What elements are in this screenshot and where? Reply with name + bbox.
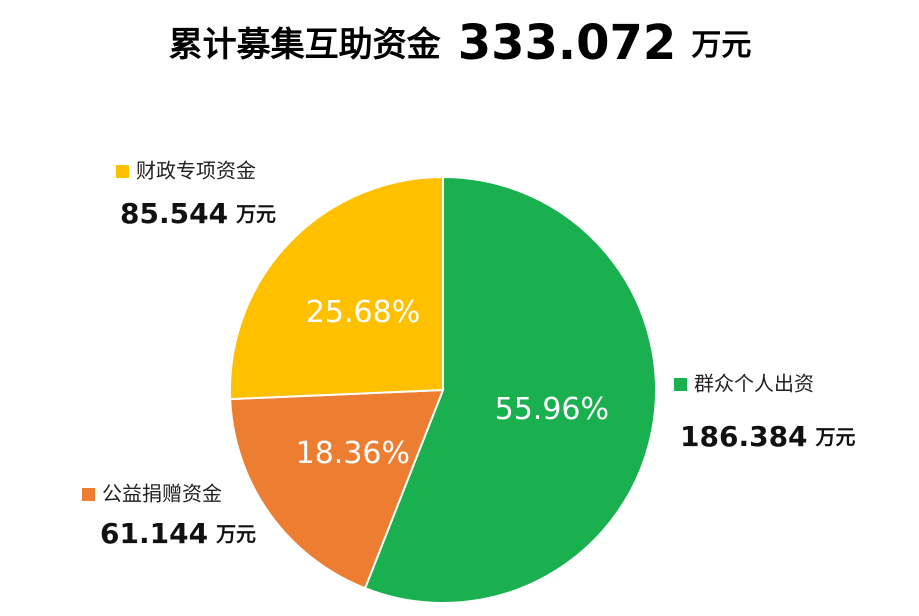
amount-value: 186.384 xyxy=(680,420,808,453)
legend-label: 公益捐赠资金 xyxy=(102,482,222,506)
value-label: 25.68% xyxy=(306,295,420,330)
pie-slice xyxy=(363,175,657,604)
pie-slice xyxy=(229,388,445,590)
legend-label: 财政专项资金 xyxy=(136,159,256,183)
legend-swatch xyxy=(82,488,95,501)
amount-unit: 万元 xyxy=(215,522,256,546)
total-unit: 万元 xyxy=(691,28,751,63)
value-label: 55.96% xyxy=(495,392,609,427)
amount-label: 186.384 万元 xyxy=(680,420,856,453)
pie-slice xyxy=(229,175,444,401)
chart-title: 累计募集互助资金 xyxy=(169,25,442,65)
amount-value: 85.544 xyxy=(120,197,228,230)
value-label: 18.36% xyxy=(296,436,410,471)
legend-swatch xyxy=(116,165,129,178)
amount-value: 61.144 xyxy=(100,517,208,550)
legend-swatch xyxy=(674,378,687,391)
total-value: 333.072 xyxy=(458,15,677,71)
amount-unit: 万元 xyxy=(235,202,276,226)
amount-unit: 万元 xyxy=(815,425,856,449)
legend-label: 群众个人出资 xyxy=(694,372,814,396)
chart-title-line: 累计募集互助资金 333.072 万元 xyxy=(169,15,752,71)
amount-label: 61.144 万元 xyxy=(100,517,256,550)
amount-label: 85.544 万元 xyxy=(120,197,276,230)
